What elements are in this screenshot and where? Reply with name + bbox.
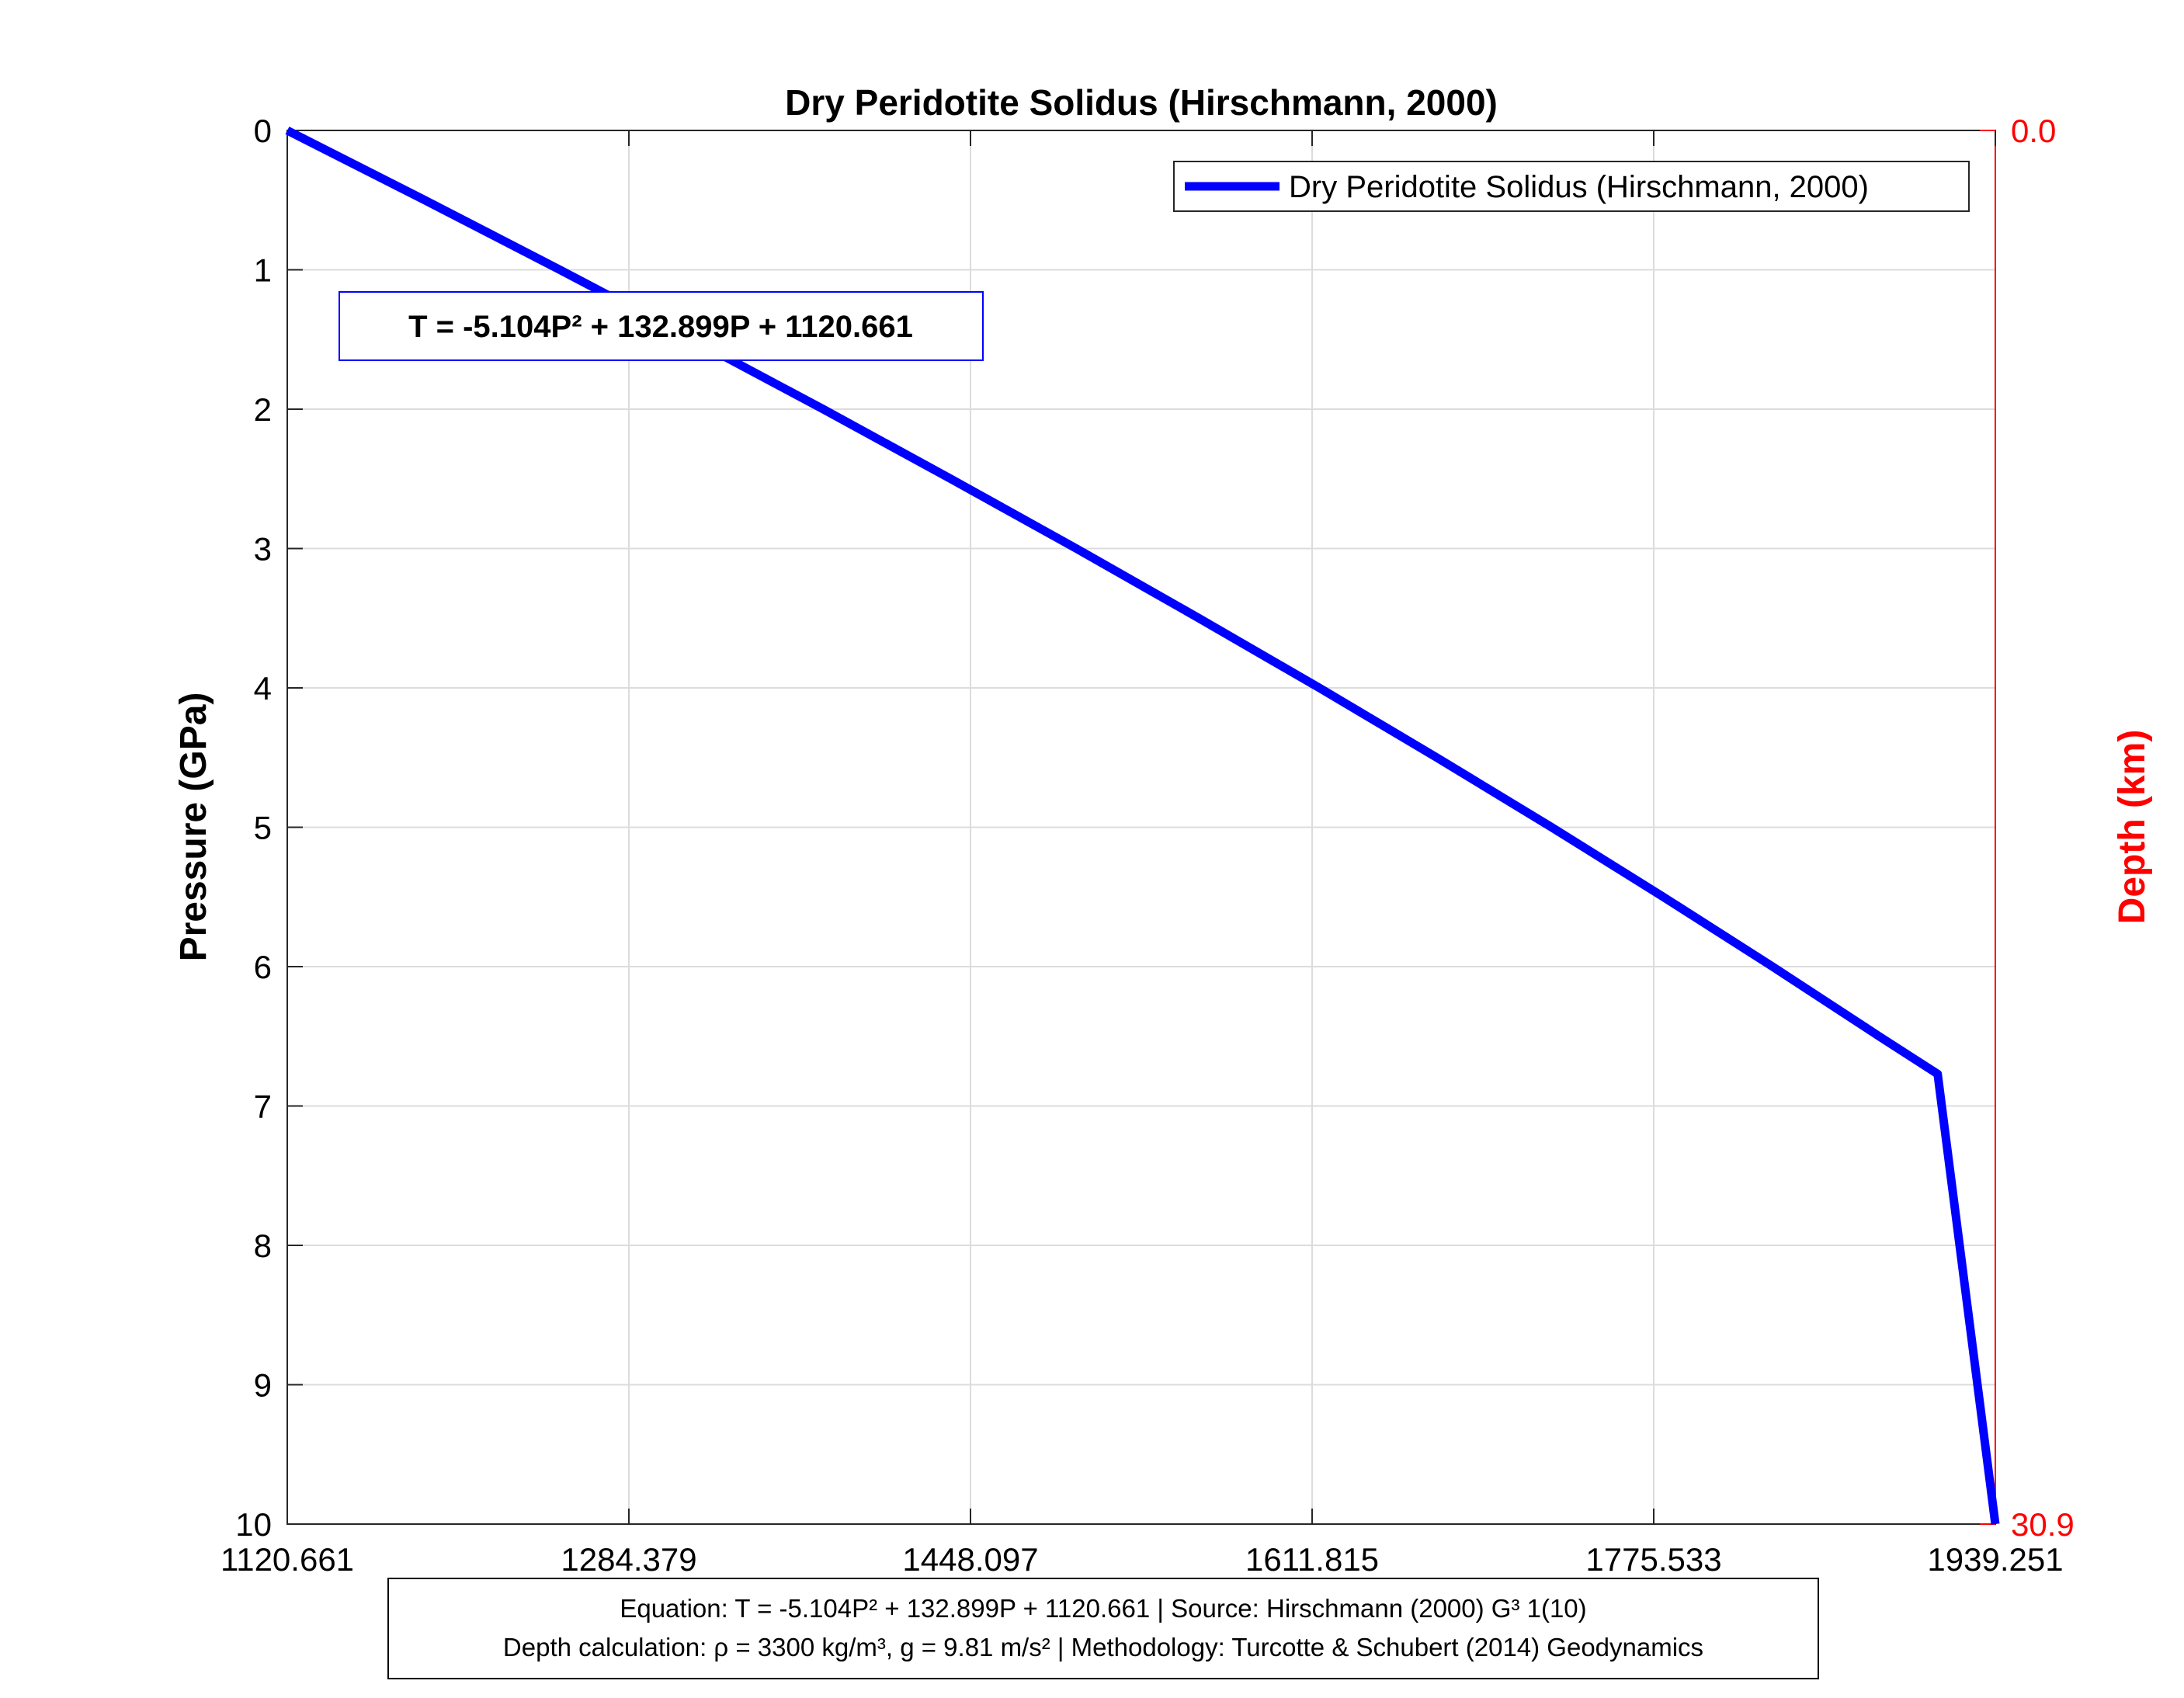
equation-box: [339, 291, 984, 361]
x-tick-label: 1775.533: [1585, 1541, 1721, 1578]
y-tick-label: 6: [254, 949, 272, 985]
y-tick-label: 10: [235, 1506, 272, 1543]
y-tick-label: 2: [254, 391, 272, 428]
x-ticks: 1120.661 1284.379 1448.097 1611.815 1775.533…: [220, 130, 2064, 1578]
footnote: Equation: T = -5.104P² + 132.899P + 1120…: [387, 1578, 1819, 1679]
grid: [287, 130, 1995, 1524]
equation-annotation: T = -5.104P² + 132.899P + 1120.661: [339, 291, 984, 361]
x-tick-label: 1120.661: [220, 1541, 354, 1578]
legend-box: [1173, 161, 1970, 212]
y-tick-label: 0: [254, 113, 272, 149]
y-right-tick-label: 0.0: [2011, 113, 2056, 149]
x-tick-label: 1448.097: [902, 1541, 1038, 1578]
x-tick-label: 1939.251: [1927, 1541, 2063, 1578]
y-axis-label: Pressure (GPa): [173, 693, 214, 962]
x-tick-label: 1284.379: [561, 1541, 696, 1578]
y-tick-label: 1: [254, 252, 272, 289]
y-tick-label: 3: [254, 531, 272, 568]
y-tick-label: 5: [254, 810, 272, 846]
y-tick-label: 4: [254, 670, 272, 707]
y-ticks: 0 1 2 3 4 5 6 7 8 9 10: [235, 113, 303, 1543]
footnote-line-2: Depth calculation: ρ = 3300 kg/m³, g = 9…: [503, 1633, 1703, 1662]
footnote-box: [387, 1578, 1819, 1679]
chart-title: Dry Peridotite Solidus (Hirschmann, 2000…: [785, 82, 1498, 123]
y-tick-label: 9: [254, 1367, 272, 1404]
footnote-line-1: Equation: T = -5.104P² + 132.899P + 1120…: [620, 1594, 1586, 1623]
y-ticks-right: 0.0 30.9: [1980, 113, 2075, 1543]
equation-text: T = -5.104P² + 132.899P + 1120.661: [408, 310, 913, 344]
y-tick-label: 8: [254, 1227, 272, 1264]
x-tick-label: 1611.815: [1245, 1541, 1379, 1578]
y-tick-label: 7: [254, 1089, 272, 1125]
y-right-tick-label: 30.9: [2011, 1506, 2075, 1543]
legend: Dry Peridotite Solidus (Hirschmann, 2000…: [1173, 161, 1970, 212]
y-axis-label-right: Depth (km): [2112, 730, 2153, 925]
legend-label: Dry Peridotite Solidus (Hirschmann, 2000…: [1289, 170, 1869, 204]
